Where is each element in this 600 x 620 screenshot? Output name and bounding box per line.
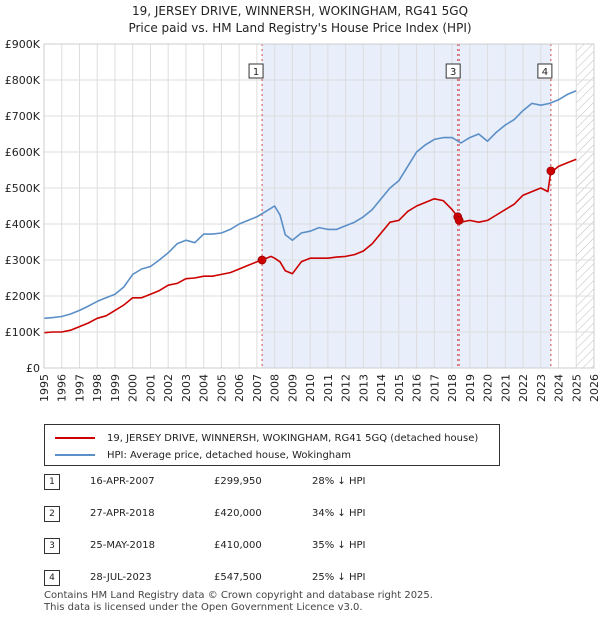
transaction-number: 2 [44, 506, 60, 522]
x-tick-label: 2021 [499, 374, 512, 402]
price-chart: 1 3 4 £0 £100K £200K £300K £400K £500K £600K £700… [5, 38, 600, 402]
x-tick-label: 2019 [464, 374, 477, 402]
transaction-hpi-diff: 25% ↓ HPI [312, 572, 366, 583]
x-tick-label: 2022 [517, 374, 530, 402]
y-tick-label: £200K [5, 290, 41, 303]
footer-licence: This data is licensed under the Open Gov… [44, 602, 363, 613]
x-tick-label: 2014 [375, 374, 388, 402]
y-tick-label: £800K [5, 74, 41, 87]
footer: Contains HM Land Registry data © Crown c… [44, 590, 433, 614]
x-tick-label: 2011 [322, 374, 335, 402]
legend-label-hpi: HPI: Average price, detached house, Woki… [107, 449, 351, 461]
y-tick-label: £600K [5, 146, 41, 159]
table-row: 4 28-JUL-2023 £547,500 25% ↓ HPI [44, 570, 464, 588]
y-tick-label: £0 [26, 362, 40, 375]
legend-item-property: 19, JERSEY DRIVE, WINNERSH, WOKINGHAM, R… [55, 431, 478, 445]
x-tick-label: 2006 [233, 374, 246, 402]
table-row: 1 16-APR-2007 £299,950 28% ↓ HPI [44, 474, 464, 492]
transaction-hpi-diff: 28% ↓ HPI [312, 476, 366, 487]
x-tick-label: 1997 [73, 374, 86, 402]
x-tick-label: 2000 [127, 374, 140, 402]
table-row: 2 27-APR-2018 £420,000 34% ↓ HPI [44, 506, 464, 524]
table-row: 3 25-MAY-2018 £410,000 35% ↓ HPI [44, 538, 464, 556]
transaction-hpi-diff: 35% ↓ HPI [312, 540, 366, 551]
transaction-date: 16-APR-2007 [90, 476, 155, 487]
x-tick-label: 2015 [393, 374, 406, 402]
x-tick-label: 2026 [588, 374, 600, 402]
transaction-marker-label: 4 [542, 67, 548, 78]
x-tick-label: 2025 [570, 374, 583, 402]
x-tick-label: 2001 [144, 374, 157, 402]
y-tick-label: £300K [5, 254, 41, 267]
x-tick-label: 1999 [109, 374, 122, 402]
x-tick-label: 2009 [286, 374, 299, 402]
transaction-marker-box [537, 63, 553, 79]
legend: 19, JERSEY DRIVE, WINNERSH, WOKINGHAM, R… [44, 424, 500, 466]
transaction-price: £299,950 [214, 476, 262, 487]
transaction-marker-label: 1 [253, 67, 259, 78]
x-tick-label: 2004 [198, 374, 211, 402]
y-tick-label: £500K [5, 182, 41, 195]
transaction-marker-label: 3 [450, 67, 456, 78]
transaction-price: £420,000 [214, 508, 262, 519]
property-series-line [43, 158, 577, 334]
x-tick-label: 2005 [215, 374, 228, 402]
y-tick-label: £900K [5, 38, 41, 51]
future-hatch [576, 44, 594, 368]
transaction-hpi-diff: 34% ↓ HPI [312, 508, 366, 519]
legend-label-property: 19, JERSEY DRIVE, WINNERSH, WOKINGHAM, R… [107, 432, 479, 444]
x-tick-label: 2008 [269, 374, 282, 402]
legend-item-hpi: HPI: Average price, detached house, Woki… [55, 448, 351, 462]
x-tick-label: 2013 [357, 374, 370, 402]
x-tick-label: 2020 [482, 374, 495, 402]
x-tick-label: 2016 [411, 374, 424, 402]
x-tick-label: 2012 [340, 374, 353, 402]
transaction-price: £547,500 [214, 572, 262, 583]
transaction-price: £410,000 [214, 540, 262, 551]
chart-title-line1: 19, JERSEY DRIVE, WINNERSH, WOKINGHAM, R… [131, 4, 469, 18]
y-tick-label: £400K [5, 218, 41, 231]
x-tick-label: 1998 [91, 374, 104, 402]
transaction-date: 28-JUL-2023 [90, 572, 152, 583]
x-tick-label: 2017 [428, 374, 441, 402]
sale-point [546, 166, 556, 176]
hpi-series-line [43, 90, 577, 320]
chart-title-line2: Price paid vs. HM Land Registry's House … [128, 21, 472, 35]
x-tick-label: 2007 [251, 374, 264, 402]
transaction-number: 4 [44, 570, 60, 586]
legend-swatch-property [55, 437, 95, 439]
transaction-date: 25-MAY-2018 [90, 540, 156, 551]
x-tick-label: 2018 [446, 374, 459, 402]
y-tick-label: £100K [5, 326, 41, 339]
footer-copyright: Contains HM Land Registry data © Crown c… [44, 590, 433, 601]
plot-frame [43, 43, 595, 369]
x-tick-label: 2003 [180, 374, 193, 402]
y-tick-label: £700K [5, 110, 41, 123]
transaction-marker-box [445, 63, 461, 79]
sale-point [454, 215, 464, 225]
ownership-shade [262, 44, 551, 368]
transaction-date: 27-APR-2018 [90, 508, 155, 519]
transaction-number: 3 [44, 538, 60, 554]
x-tick-label: 2010 [304, 374, 317, 402]
x-tick-label: 2023 [535, 374, 548, 402]
transaction-marker-box [248, 63, 264, 79]
transaction-number: 1 [44, 474, 60, 490]
x-tick-label: 1995 [38, 374, 51, 402]
sale-point [257, 255, 267, 265]
legend-swatch-hpi [55, 454, 95, 456]
x-tick-label: 2024 [553, 374, 566, 402]
x-tick-label: 2002 [162, 374, 175, 402]
x-tick-label: 1996 [56, 374, 69, 402]
